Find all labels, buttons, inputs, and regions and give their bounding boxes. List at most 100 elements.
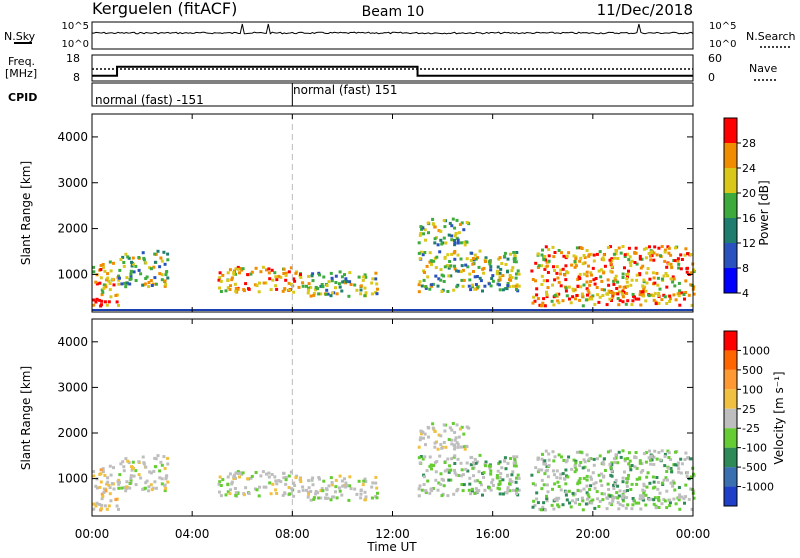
power-echo-cell: [672, 293, 676, 297]
velocity-echo-cell: [419, 455, 423, 458]
power-echo-cell: [564, 278, 568, 282]
velocity-echo-cell: [625, 481, 629, 485]
velocity-echo-cell: [294, 476, 298, 480]
velocity-echo-cell: [677, 486, 681, 489]
power-echo-cell: [330, 279, 334, 283]
power-echo-cell: [425, 264, 429, 268]
velocity-echo-cell: [575, 498, 579, 501]
velocity-echo-cell: [630, 482, 634, 486]
velocity-echo-cell: [425, 469, 429, 473]
power-echo-cell: [564, 289, 568, 293]
velocity-echo-cell: [597, 473, 601, 477]
power-echo-cell: [591, 266, 595, 270]
velocity-echo-cell: [672, 497, 676, 501]
velocity-echo-cell: [137, 473, 141, 477]
velocity-echo-cell: [542, 462, 546, 466]
velocity-echo-cell: [579, 461, 583, 464]
velocity-echo-cell: [95, 486, 99, 490]
velocity-echo-cell: [680, 495, 684, 499]
power-echo-cell: [472, 270, 475, 273]
velocity-echo-cell: [578, 481, 582, 485]
velocity-echo-cell: [495, 476, 499, 480]
velocity-echo-cell: [564, 490, 568, 494]
velocity-echo-cell: [268, 481, 272, 485]
power-echo-cell: [450, 234, 454, 238]
velocity-colorbar-cell: [724, 447, 737, 468]
power-echo-cell: [443, 256, 447, 260]
power-echo-cell: [663, 295, 667, 299]
power-echo-cell: [338, 285, 342, 289]
power-echo-cell: [501, 288, 505, 292]
power-echo-cell: [430, 263, 433, 267]
velocity-echo-cell: [652, 463, 656, 466]
velocity-echo-cell: [568, 501, 571, 505]
velocity-echo-cell: [262, 485, 266, 489]
power-echo-cell: [106, 276, 110, 280]
velocity-echo-cell: [677, 496, 681, 499]
velocity-echo-cell: [147, 489, 151, 493]
power-echo-cell: [626, 272, 630, 276]
date-title: 11/Dec/2018: [597, 1, 693, 19]
power-echo-cell: [610, 257, 614, 261]
power-echo-cell: [692, 292, 696, 296]
velocity-echo-cell: [578, 464, 582, 468]
power-echo-cell: [498, 275, 502, 279]
power-echo-cell: [542, 258, 546, 262]
velocity-echo-cell: [471, 466, 475, 470]
velocity-echo-cell: [517, 488, 521, 492]
velocity-echo-cell: [325, 488, 329, 492]
velocity-echo-cell: [129, 474, 133, 478]
velocity-echo-cell: [623, 459, 627, 463]
velocity-ytick-label: 3000: [57, 380, 88, 394]
velocity-echo-cell: [459, 445, 463, 449]
velocity-echo-cell: [633, 499, 636, 503]
power-echo-cell: [585, 249, 589, 253]
power-echo-cell: [626, 284, 629, 288]
velocity-echo-cell: [159, 460, 163, 464]
velocity-echo-cell: [557, 505, 561, 509]
power-echo-cell: [442, 236, 446, 240]
velocity-echo-cell: [515, 492, 518, 496]
velocity-echo-cell: [102, 487, 106, 491]
velocity-echo-cell: [100, 507, 103, 511]
power-echo-cell: [122, 261, 126, 264]
power-echo-cell: [648, 254, 652, 258]
power-echo-cell: [498, 283, 501, 287]
velocity-echo-cell: [592, 457, 596, 461]
velocity-echo-cell: [677, 470, 681, 474]
velocity-echo-cell: [652, 480, 656, 484]
velocity-echo-cell: [447, 438, 451, 441]
velocity-echo-cell: [111, 482, 114, 485]
power-echo-cell: [453, 250, 457, 253]
velocity-echo-cell: [344, 481, 348, 485]
power-echo-cell: [311, 279, 315, 283]
power-echo-cell: [608, 297, 612, 301]
velocity-echo-cell: [553, 455, 557, 459]
power-echo-cell: [574, 264, 578, 268]
power-echo-cell: [643, 285, 647, 289]
velocity-echo-cell: [609, 449, 612, 453]
velocity-echo-cell: [439, 443, 443, 447]
power-echo-cell: [517, 284, 521, 288]
velocity-echo-cell: [126, 459, 130, 463]
velocity-echo-cell: [472, 474, 475, 478]
velocity-echo-cell: [459, 461, 463, 465]
velocity-echo-cell: [679, 471, 683, 475]
power-echo-cell: [513, 253, 517, 257]
power-echo-cell: [453, 241, 457, 245]
power-echo-cell: [498, 288, 502, 292]
velocity-echo-cell: [218, 490, 221, 494]
velocity-echo-cell: [117, 486, 121, 490]
power-echo-cell: [573, 265, 577, 269]
power-echo-cell: [557, 249, 561, 252]
velocity-echo-cell: [626, 477, 630, 480]
velocity-echo-cell: [609, 473, 613, 477]
velocity-echo-cell: [421, 430, 425, 434]
velocity-echo-cell: [552, 459, 556, 463]
power-echo-cell: [585, 274, 589, 278]
velocity-echo-cell: [545, 494, 548, 498]
velocity-echo-cell: [667, 456, 671, 459]
velocity-echo-cell: [482, 475, 486, 479]
power-echo-cell: [107, 279, 111, 283]
velocity-echo-cell: [431, 422, 435, 426]
